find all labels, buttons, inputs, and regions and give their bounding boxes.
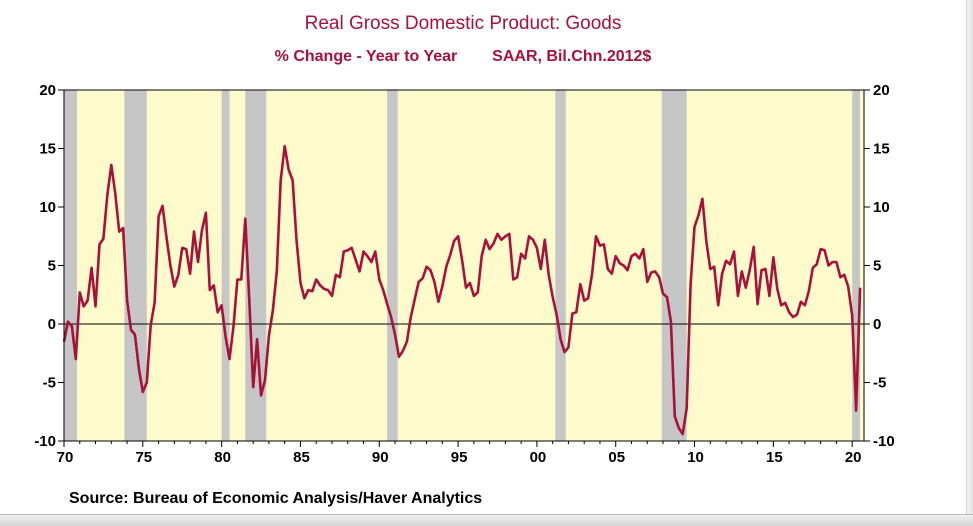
- y-tick-label-left: -10: [34, 433, 56, 450]
- x-tick-label: 95: [451, 449, 468, 466]
- y-tick-label-left: 10: [39, 199, 56, 216]
- subtitle-units: % Change - Year to Year: [274, 48, 458, 65]
- recession-band: [555, 90, 566, 441]
- recession-band: [387, 90, 398, 441]
- subtitle-measure: SAAR, Bil.Chn.2012$: [492, 48, 652, 65]
- y-tick-label-right: -5: [873, 375, 886, 392]
- y-tick-label-right: 0: [873, 316, 881, 333]
- recession-band: [221, 90, 230, 441]
- x-tick-label: 15: [766, 449, 783, 466]
- window-bottom-scrollbar[interactable]: [0, 514, 973, 526]
- y-tick-label-left: 20: [39, 82, 56, 99]
- y-tick-label-left: 15: [39, 141, 56, 158]
- y-tick-label-right: 15: [873, 141, 890, 158]
- recession-band: [124, 90, 147, 441]
- tick-marks: [58, 89, 870, 447]
- window-right-edge: [966, 0, 973, 514]
- source-note: Source: Bureau of Economic Analysis/Have…: [69, 490, 483, 507]
- y-tick-label-right: 5: [873, 258, 881, 275]
- x-tick-label: 10: [687, 449, 704, 466]
- y-axis-right: -10 -5 0 5 10 15 20: [873, 82, 895, 450]
- y-tick-label-right: 20: [873, 82, 890, 99]
- x-tick-label: 75: [135, 449, 152, 466]
- chart-title: Real Gross Domestic Product: Goods: [304, 13, 622, 34]
- x-tick-label: 70: [57, 449, 74, 466]
- recession-band: [852, 90, 861, 441]
- x-tick-label: 00: [530, 449, 547, 466]
- x-tick-label: 85: [293, 449, 310, 466]
- x-tick-label: 05: [608, 449, 625, 466]
- y-tick-label-left: 0: [48, 316, 56, 333]
- y-tick-label-left: -5: [43, 375, 56, 392]
- series-line: [62, 144, 862, 436]
- x-tick-label: 90: [372, 449, 389, 466]
- y-axis-left: -10 -5 0 5 10 15 20: [34, 82, 56, 450]
- y-tick-label-left: 5: [48, 258, 56, 275]
- chart-subtitle: % Change - Year to Year SAAR, Bil.Chn.20…: [0, 48, 926, 66]
- series-layer: [62, 144, 862, 436]
- x-tick-label: 80: [214, 449, 231, 466]
- recession-band: [64, 90, 78, 441]
- y-tick-label-right: 10: [873, 199, 890, 216]
- x-tick-label: 20: [845, 449, 862, 466]
- y-tick-label-right: -10: [873, 433, 895, 450]
- x-axis: 70 75 80 85 90 95 00 05 10 15 20: [57, 449, 862, 466]
